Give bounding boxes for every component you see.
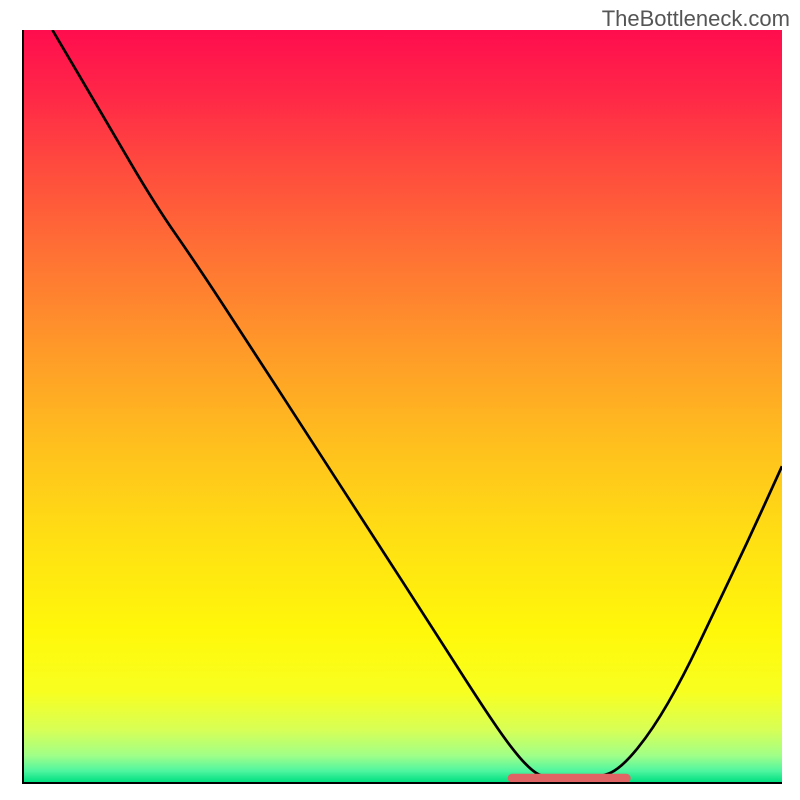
- chart-overlay: [22, 30, 782, 782]
- bottleneck-chart: TheBottleneck.com: [0, 0, 800, 800]
- x-axis: [22, 782, 782, 784]
- bottleneck-curve: [52, 30, 782, 778]
- watermark-text: TheBottleneck.com: [602, 6, 790, 32]
